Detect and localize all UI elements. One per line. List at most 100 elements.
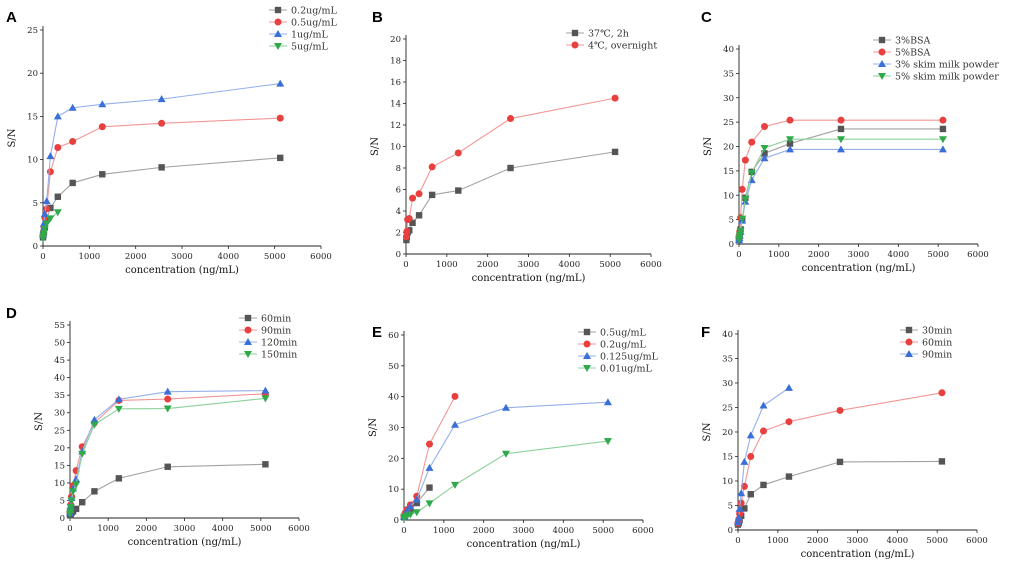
x-tick-label: 6000 — [967, 250, 989, 260]
panel-c: C 0 5 10 15 20 25 30 35 40 0 1000 2000 3000 4000 5000 60… — [701, 9, 999, 274]
data-point — [738, 185, 746, 193]
y-tick-label: 25 — [723, 118, 734, 128]
y-axis-title: S/N — [34, 412, 45, 431]
legend-label: 5ug/mL — [291, 42, 328, 53]
data-point — [603, 438, 612, 446]
legend-label: 60min — [261, 314, 291, 325]
data-point — [938, 145, 947, 153]
data-point — [428, 191, 436, 199]
x-tick-label: 0 — [40, 252, 45, 262]
data-point — [276, 114, 284, 122]
legend-marker — [905, 326, 913, 334]
data-point — [68, 103, 77, 111]
data-point — [425, 500, 434, 508]
y-tick-label: 10 — [388, 485, 399, 495]
y-tick-label: 40 — [388, 393, 399, 403]
y-tick-label: 12 — [390, 121, 401, 131]
x-tick-label: 3000 — [847, 536, 869, 546]
legend-label: 1ug/mL — [291, 30, 328, 41]
y-tick-label: 0 — [729, 240, 734, 250]
x-tick-label: 5000 — [926, 536, 948, 546]
data-point — [40, 210, 49, 218]
legend: 0.5ug/mL0.2ug/mL0.125ug/mL0.01ug/mL — [578, 328, 659, 375]
data-point — [737, 489, 746, 497]
y-tick-label: 35 — [723, 69, 734, 79]
x-tick-label: 4000 — [553, 526, 575, 536]
legend-marker — [583, 365, 591, 372]
data-point — [451, 392, 459, 400]
y-tick-label: 15 — [27, 112, 38, 122]
y-tick-label: 20 — [388, 454, 399, 464]
x-tick-label: 2000 — [807, 536, 829, 546]
y-tick-label: 15 — [723, 167, 734, 177]
data-point — [741, 505, 748, 512]
x-tick-label: 6000 — [288, 524, 310, 534]
y-tick-label: 0 — [33, 242, 38, 252]
data-point — [261, 386, 270, 394]
legend-label: 0.2ug/mL — [600, 340, 647, 351]
x-axis-title: concentration (ng/mL) — [472, 273, 586, 284]
data-point — [836, 136, 845, 144]
legend-marker — [244, 314, 252, 322]
data-point — [90, 415, 99, 423]
legend-label: 4℃, overnight — [588, 41, 657, 52]
data-point — [72, 481, 81, 489]
data-point — [412, 495, 421, 503]
data-point — [760, 154, 769, 162]
data-point — [837, 116, 845, 124]
y-tick-label: 25 — [27, 26, 38, 36]
data-point — [938, 458, 946, 465]
x-tick-label: 3000 — [513, 526, 535, 536]
data-point — [454, 149, 462, 157]
data-point — [426, 484, 433, 491]
series-1 — [66, 461, 269, 519]
y-tick-label: 5 — [33, 199, 38, 209]
series-line — [738, 138, 943, 240]
y-tick-label: 40 — [54, 374, 65, 384]
series-line — [738, 148, 943, 241]
series-1 — [403, 148, 619, 244]
data-point — [114, 395, 123, 403]
data-point — [99, 171, 106, 178]
x-tick-label: 2000 — [473, 526, 495, 536]
y-tick-label: 55 — [54, 321, 65, 331]
legend-label: 0.01ug/mL — [600, 364, 653, 375]
x-tick-label: 3000 — [171, 252, 193, 262]
x-tick-label: 6000 — [310, 252, 332, 262]
data-point — [46, 152, 55, 160]
x-tick-label: 2000 — [125, 252, 147, 262]
legend-label: 5%BSA — [895, 48, 931, 59]
data-point — [746, 431, 755, 439]
legend-label: 60min — [922, 338, 952, 349]
y-axis-title: S/N — [7, 128, 18, 147]
legend-marker — [244, 326, 252, 334]
data-point — [415, 190, 423, 198]
legend-marker — [878, 60, 886, 67]
x-tick-label: 1000 — [97, 524, 119, 534]
legend-label: 0.2ug/mL — [291, 6, 338, 17]
data-point — [734, 513, 743, 521]
x-tick-label: 0 — [403, 260, 408, 270]
legend-marker — [583, 352, 591, 359]
legend-marker — [878, 48, 886, 56]
data-point — [158, 164, 165, 171]
series-line — [737, 460, 942, 525]
legend-label: 3% skim milk powder — [895, 60, 999, 71]
legend-label: 30min — [922, 326, 952, 337]
y-tick-label: 5 — [60, 496, 65, 506]
data-point — [42, 197, 51, 205]
y-tick-label: 40 — [723, 45, 734, 55]
panel-letter: D — [6, 305, 17, 322]
legend-label: 5% skim milk powder — [895, 72, 999, 83]
data-point — [425, 463, 434, 471]
panel-letter: F — [701, 324, 710, 341]
x-axis-title: concentration (ng/mL) — [802, 263, 916, 274]
x-tick-label: 3000 — [518, 260, 540, 270]
y-axis-title: S/N — [368, 418, 379, 437]
y-tick-label: 0 — [394, 516, 399, 526]
series-2 — [735, 116, 947, 242]
x-tick-label: 4000 — [218, 252, 240, 262]
data-point — [741, 156, 749, 164]
legend-marker — [274, 18, 282, 26]
legend-label: 0.5ug/mL — [291, 18, 338, 29]
